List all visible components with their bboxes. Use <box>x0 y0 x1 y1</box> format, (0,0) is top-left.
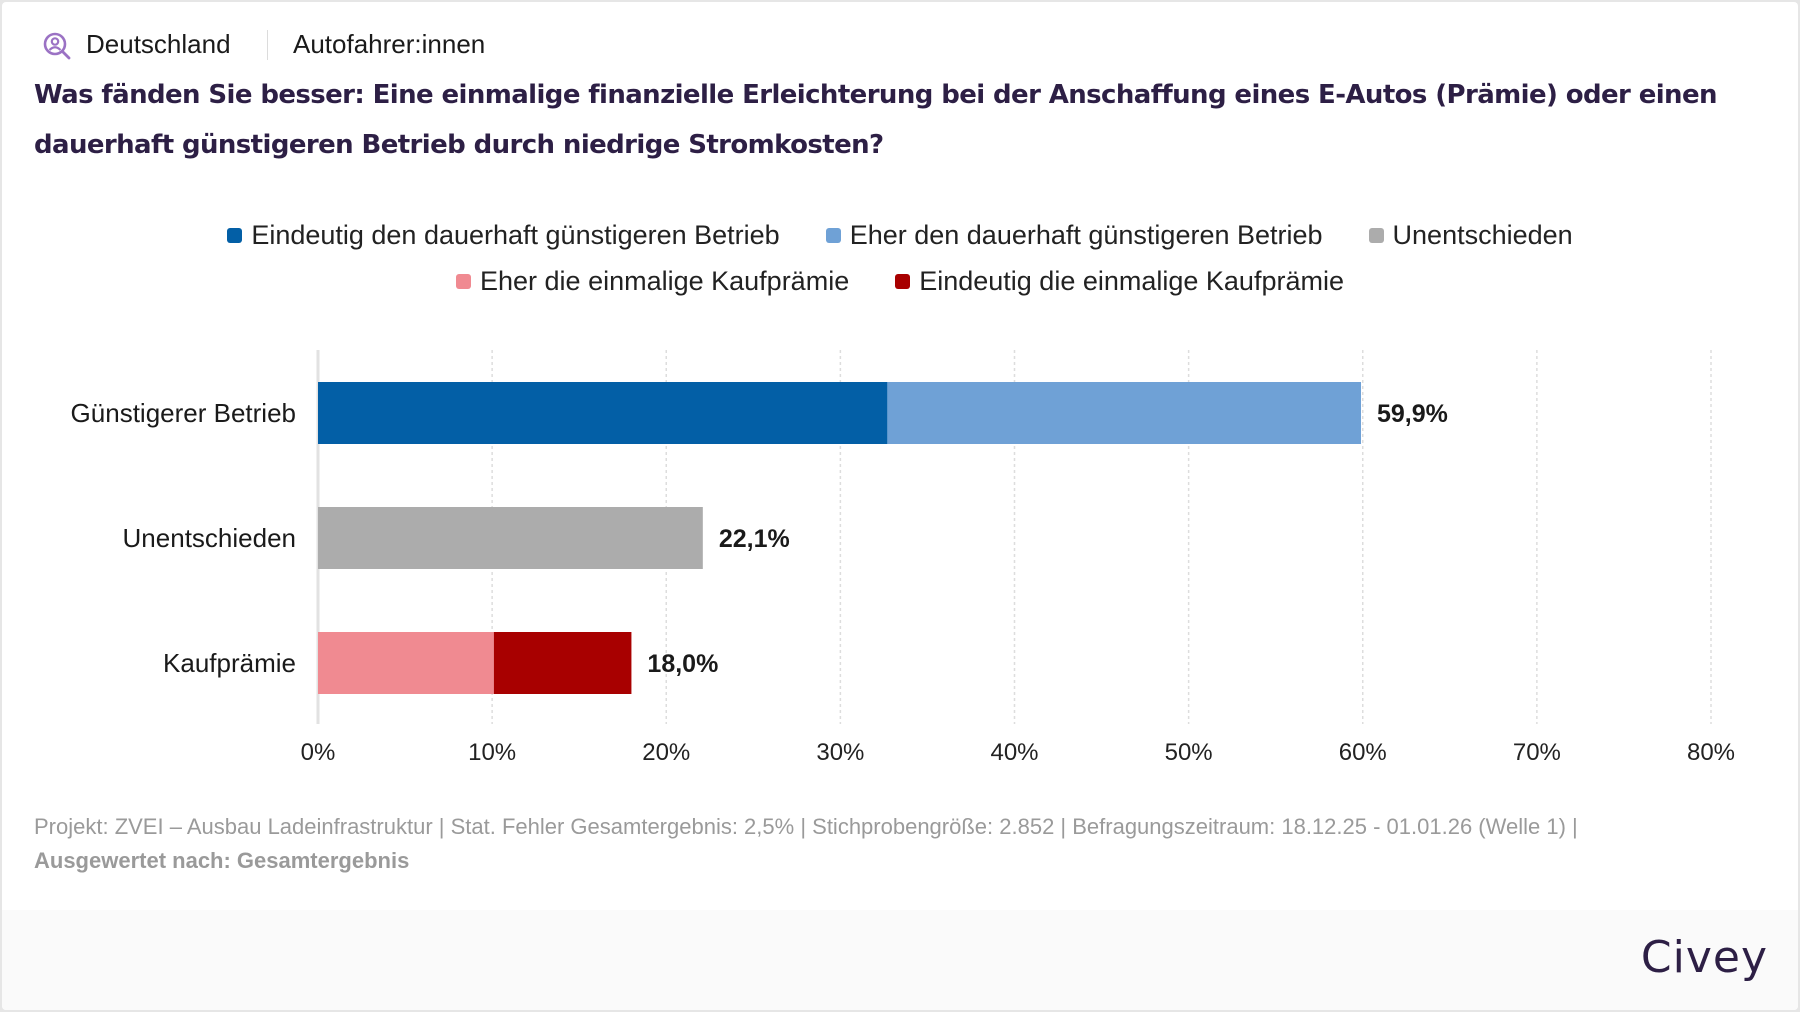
x-tick-label: 60% <box>1339 739 1387 766</box>
x-tick-label: 30% <box>816 739 864 766</box>
x-tick-label: 70% <box>1513 739 1561 766</box>
legend-swatch <box>1368 228 1384 243</box>
bar-segment <box>887 382 1362 444</box>
evaluation-basis: Ausgewertet nach: Gesamtergebnis <box>34 848 410 873</box>
legend-label: Eindeutig die einmalige Kaufprämie <box>919 266 1344 296</box>
bar-segment <box>318 382 888 444</box>
legend-label: Eher die einmalige Kaufprämie <box>480 266 850 296</box>
survey-info: Projekt: ZVEI – Ausbau Ladeinfrastruktur… <box>34 814 1578 839</box>
x-tick-label: 20% <box>642 739 690 766</box>
legend-item: Eindeutig den dauerhaft günstigeren Betr… <box>227 220 780 251</box>
legend-item: Eindeutig die einmalige Kaufprämie <box>895 266 1344 297</box>
category-labels: Günstigerer Betrieb Unentschieden Kaufpräm… <box>71 398 296 678</box>
search-person-icon <box>43 32 71 60</box>
legend-item: Eher den dauerhaft günstigeren Betrieb <box>825 220 1323 251</box>
bar-chart: Günstigerer Betrieb Unentschieden Kaufpräm… <box>71 350 1735 766</box>
x-tick-label: 0% <box>301 739 336 766</box>
bar-segment <box>318 507 703 569</box>
legend-label: Unentschieden <box>1392 220 1573 250</box>
legend-swatch <box>825 228 841 243</box>
legend-swatch <box>227 228 243 243</box>
x-tick-label: 10% <box>468 739 516 766</box>
legend-swatch <box>895 274 911 289</box>
legend-item: Unentschieden <box>1368 220 1573 251</box>
question-title: Was fänden Sie besser: Eine einmalige fi… <box>34 80 1718 160</box>
bar-segment <box>493 632 632 694</box>
bar-segment <box>318 632 494 694</box>
category-label: Günstigerer Betrieb <box>71 398 296 428</box>
audience-label: Autofahrer:innen <box>293 29 486 59</box>
bars <box>318 382 1362 694</box>
value-labels: 59,9% 22,1% 18,0% <box>647 400 1447 678</box>
category-label: Unentschieden <box>123 523 296 553</box>
region-label: Deutschland <box>86 29 231 59</box>
legend-label: Eher den dauerhaft günstigeren Betrieb <box>849 220 1323 250</box>
x-tick-label: 50% <box>1165 739 1213 766</box>
civey-logo: Civey <box>1640 932 1768 983</box>
legend-swatch <box>456 274 471 289</box>
footer: Civey <box>2 910 1798 1010</box>
value-label: 59,9% <box>1377 400 1448 428</box>
value-label: 22,1% <box>719 525 790 553</box>
value-label: 18,0% <box>647 650 718 678</box>
x-tick-label: 80% <box>1687 739 1735 766</box>
category-label: Kaufprämie <box>163 648 296 678</box>
x-tick-label: 40% <box>990 739 1038 766</box>
legend-label: Eindeutig den dauerhaft günstigeren Betr… <box>251 220 780 250</box>
legend-row-1: Eindeutig den dauerhaft günstigeren Betr… <box>2 220 1798 251</box>
legend-row-2: Eher die einmalige Kaufprämie Eindeutig … <box>2 266 1798 297</box>
x-axis-ticks: 0% 10% 20% 30% 40% 50% 60% 70% 80% <box>301 739 1735 766</box>
header-divider <box>267 30 268 60</box>
legend-item: Eher die einmalige Kaufprämie <box>456 266 849 297</box>
